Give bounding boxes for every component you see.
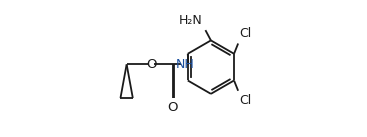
Text: NH: NH xyxy=(175,58,194,71)
Text: O: O xyxy=(167,101,178,114)
Text: O: O xyxy=(146,58,157,71)
Text: Cl: Cl xyxy=(240,94,252,107)
Text: Cl: Cl xyxy=(240,27,252,40)
Text: H₂N: H₂N xyxy=(179,14,203,27)
